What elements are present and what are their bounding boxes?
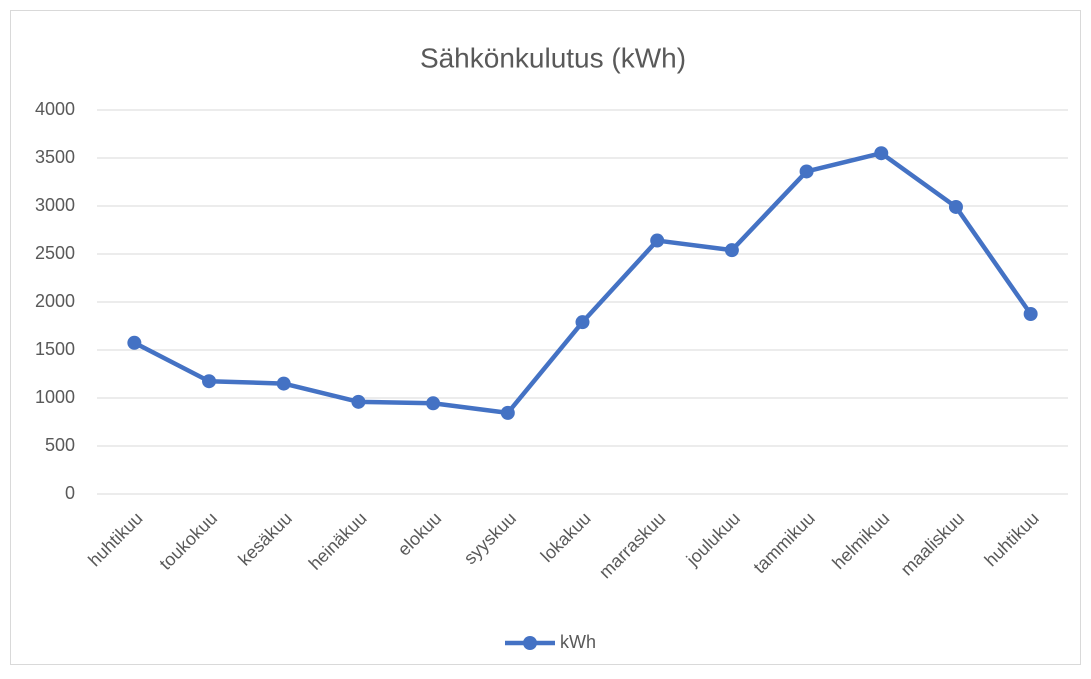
marker [575, 315, 590, 330]
y-tick-label: 500 [45, 435, 75, 455]
marker [1023, 307, 1038, 321]
y-tick-label: 0 [65, 483, 75, 503]
marker [351, 394, 366, 409]
y-tick-label: 4000 [35, 99, 75, 119]
y-tick-label: 2500 [35, 243, 75, 263]
marker [500, 405, 515, 420]
y-tick-label: 3500 [35, 147, 75, 167]
marker [948, 199, 963, 214]
legend-marker [523, 636, 537, 650]
y-tick-label: 1000 [35, 387, 75, 407]
marker [127, 335, 142, 350]
marker [799, 164, 814, 179]
marker [724, 243, 739, 258]
marker [426, 396, 441, 411]
y-tick-label: 2000 [35, 291, 75, 311]
marker [202, 374, 217, 389]
legend-label: kWh [560, 632, 596, 652]
chart-title: Sähkönkulutus (kWh) [420, 42, 686, 73]
chart-frame [10, 10, 1081, 665]
y-tick-label: 1500 [35, 339, 75, 359]
y-tick-label: 3000 [35, 195, 75, 215]
marker [650, 233, 665, 248]
marker [874, 146, 889, 161]
marker [276, 376, 291, 391]
